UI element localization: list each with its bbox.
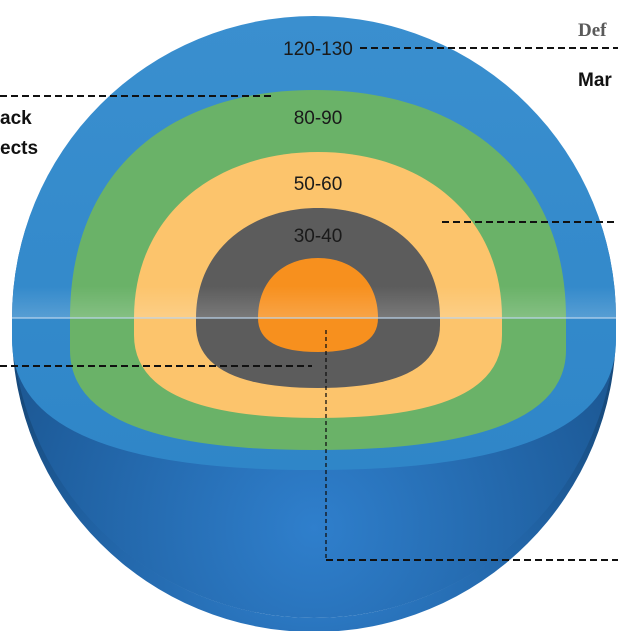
label-left-cut-line2: ects <box>0 138 38 159</box>
label-green: 80-90 <box>294 108 343 129</box>
label-right-top-cut: Def <box>578 20 607 41</box>
label-right-cut: Mar <box>578 70 612 91</box>
label-outer: 120-130 <box>283 39 353 60</box>
equator-sheen <box>12 286 616 318</box>
label-gray: 30-40 <box>294 226 343 247</box>
label-left-cut-line1: ack <box>0 108 32 129</box>
label-yellow: 50-60 <box>294 174 343 195</box>
